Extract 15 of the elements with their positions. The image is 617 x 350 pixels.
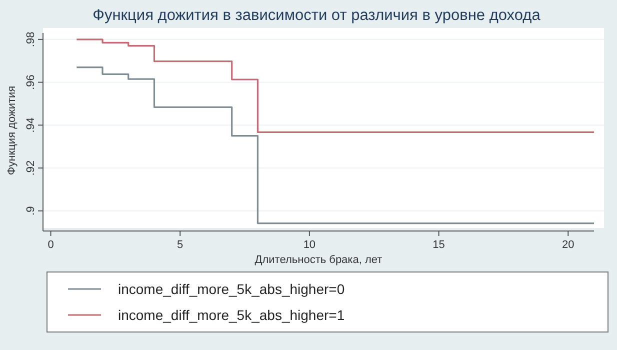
x-tick-label: 5: [177, 239, 184, 251]
x-axis-title: Длительность брака, лет: [254, 254, 382, 266]
y-axis-title: Функция дожития: [6, 86, 18, 176]
y-tick-label: .94: [25, 117, 37, 133]
x-tick-label: 15: [432, 239, 445, 251]
legend-label: income_diff_more_5k_abs_higher=0: [118, 281, 345, 297]
y-tick-label: .9: [25, 206, 37, 216]
y-tick-label: .98: [25, 32, 37, 48]
legend-label: income_diff_more_5k_abs_higher=1: [118, 307, 345, 323]
x-tick-label: 20: [562, 239, 574, 251]
x-tick-label: 10: [303, 239, 316, 251]
x-tick-label: 0: [48, 239, 54, 251]
chart-title: Функция дожития в зависимости от различия в уровне дохода: [92, 7, 541, 24]
y-tick-label: .92: [25, 160, 37, 176]
y-tick-label: .96: [25, 74, 37, 90]
